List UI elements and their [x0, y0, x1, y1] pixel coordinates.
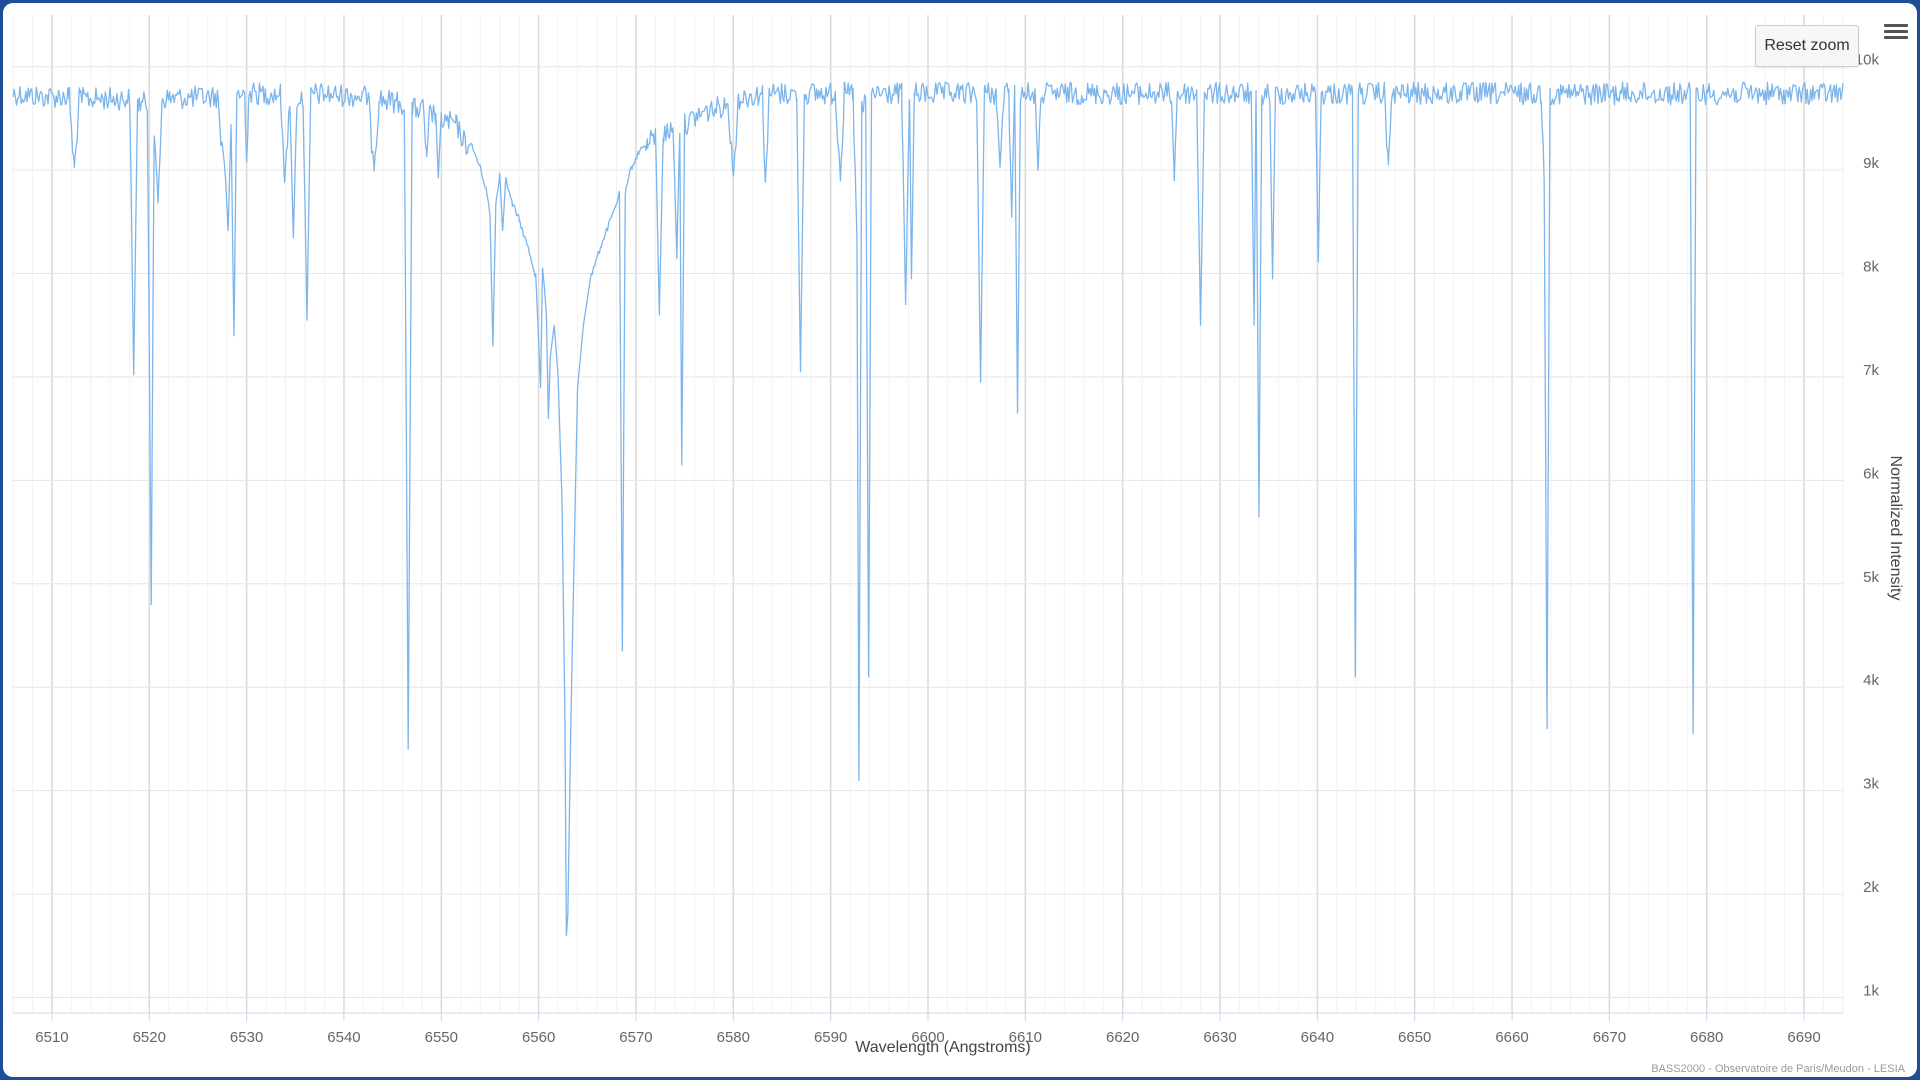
spectrum-chart[interactable]: 6510 6520 6530 6540 6550 6560 6570 6580 6590 6600…	[3, 3, 1917, 1077]
y-tick-label: 6k	[1863, 465, 1879, 482]
x-tick-label: 6680	[1690, 1029, 1723, 1046]
x-tick-label: 6530	[230, 1029, 263, 1046]
x-axis-title: Wavelength (Angstroms)	[855, 1039, 1030, 1056]
y-tick-label: 2k	[1863, 879, 1879, 896]
x-tick-label: 6640	[1301, 1029, 1334, 1046]
x-tick-label: 6620	[1106, 1029, 1139, 1046]
y-tick-label: 8k	[1863, 259, 1879, 276]
y-axis: 1k 2k 3k 4k 5k 6k 7k 8k 9k 10k	[1855, 52, 1880, 1000]
x-tick-label: 6690	[1787, 1029, 1820, 1046]
x-tick-label: 6610	[1009, 1029, 1042, 1046]
x-tick-label: 6670	[1593, 1029, 1626, 1046]
x-tick-label: 6600	[911, 1029, 944, 1046]
x-tick-label: 6560	[522, 1029, 555, 1046]
y-tick-label: 4k	[1863, 672, 1879, 689]
y-tick-label: 9k	[1863, 155, 1879, 172]
x-axis: 6510 6520 6530 6540 6550 6560 6570 6580 6590 6600…	[13, 1012, 1843, 1046]
x-tick-label: 6660	[1495, 1029, 1528, 1046]
credits-text[interactable]: BASS2000 - Observatoire de Paris/Meudon …	[1651, 1063, 1905, 1075]
y-axis-title: Normalized Intensity	[1887, 456, 1904, 601]
major-grid	[13, 15, 1843, 1013]
reset-zoom-button[interactable]: Reset zoom	[1755, 25, 1859, 67]
y-tick-label: 7k	[1863, 362, 1879, 379]
x-tick-label: 6650	[1398, 1029, 1431, 1046]
hamburger-menu-icon[interactable]	[1883, 21, 1909, 45]
x-tick-label: 6570	[619, 1029, 652, 1046]
chart-container: 6510 6520 6530 6540 6550 6560 6570 6580 6590 6600…	[3, 3, 1917, 1077]
x-tick-label: 6520	[133, 1029, 166, 1046]
x-tick-label: 6550	[425, 1029, 458, 1046]
x-tick-label: 6510	[35, 1029, 68, 1046]
x-tick-label: 6540	[327, 1029, 360, 1046]
minor-grid	[12, 15, 1844, 1013]
x-tick-label: 6590	[814, 1029, 847, 1046]
x-tick-label: 6630	[1203, 1029, 1236, 1046]
y-tick-label: 3k	[1863, 776, 1879, 793]
y-tick-label: 10k	[1855, 52, 1880, 69]
y-tick-label: 5k	[1863, 569, 1879, 586]
series-group	[12, 81, 1844, 937]
x-tick-label: 6580	[717, 1029, 750, 1046]
spectrum-series-line	[12, 81, 1844, 937]
y-tick-label: 1k	[1863, 982, 1879, 999]
